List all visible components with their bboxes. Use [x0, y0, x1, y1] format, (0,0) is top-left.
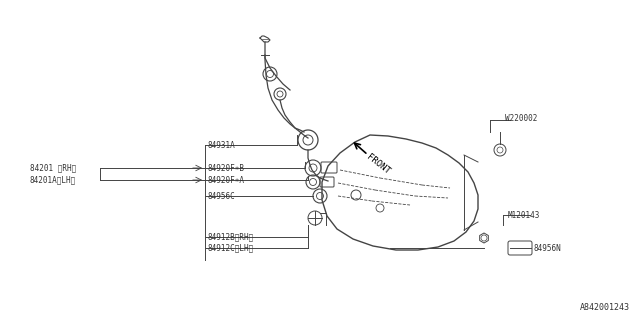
Text: M120143: M120143	[508, 211, 540, 220]
Text: 84956C: 84956C	[208, 191, 236, 201]
Text: FRONT: FRONT	[365, 152, 392, 176]
Text: 84920F∗A: 84920F∗A	[208, 175, 245, 185]
Text: 84931A: 84931A	[208, 140, 236, 149]
Text: 84920F∗B: 84920F∗B	[208, 164, 245, 172]
Text: A842001243: A842001243	[580, 303, 630, 312]
Text: 84912C〈LH〉: 84912C〈LH〉	[208, 244, 254, 252]
Text: 84912B〈RH〉: 84912B〈RH〉	[208, 233, 254, 242]
Text: 84201 〈RH〉: 84201 〈RH〉	[30, 164, 76, 172]
Text: 84201A〈LH〉: 84201A〈LH〉	[30, 175, 76, 185]
Text: W220002: W220002	[505, 114, 538, 123]
Text: 84956N: 84956N	[534, 244, 562, 252]
